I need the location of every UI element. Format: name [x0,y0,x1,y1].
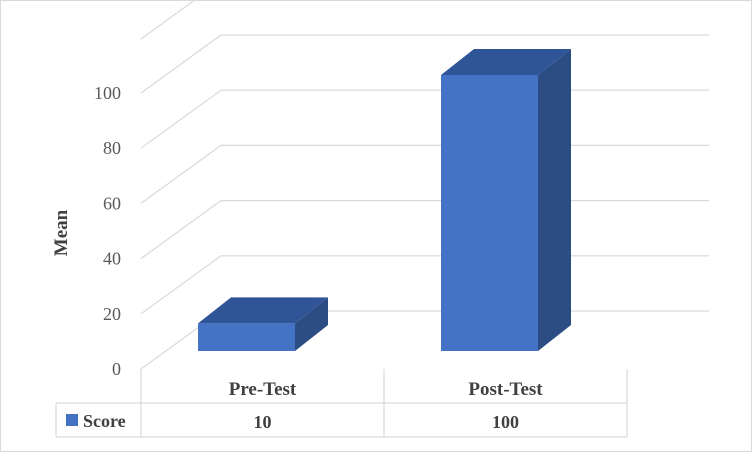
bars [198,49,571,351]
gridline-diagonal [140,200,222,260]
y-tick-label: 40 [103,249,121,269]
bar [441,49,571,351]
gridline-diagonal [140,144,222,204]
bar [198,297,328,351]
y-axis-ticks: 0 20 40 60 80 100 [94,83,121,379]
bar-top [198,297,328,324]
bar-front [198,323,295,351]
data-table-value: 10 [254,412,272,432]
y-tick-label: 80 [103,138,121,158]
bar-side [295,297,328,351]
legend-series-name: Score [83,411,126,431]
x-category-label: Pre-Test [229,379,297,400]
y-tick-label: 60 [103,193,121,213]
bar-front [441,75,538,351]
gridline-diagonal [140,255,222,315]
data-table-value: 100 [492,412,519,432]
legend-swatch [66,414,78,426]
x-category-label: Post-Test [468,379,543,400]
gridline-diagonal [140,1,195,40]
y-tick-label: 20 [103,304,121,324]
y-axis-label: Mean [51,209,72,256]
gridline-diagonal [140,89,222,149]
data-table: Pre-Test 10 Post-Test 100 Score [55,369,628,438]
y-tick-label: 0 [112,359,121,379]
gridline-diagonal [140,34,222,94]
y-tick-label: 100 [94,83,121,103]
bar-side [538,49,571,351]
bar-top [441,49,571,75]
